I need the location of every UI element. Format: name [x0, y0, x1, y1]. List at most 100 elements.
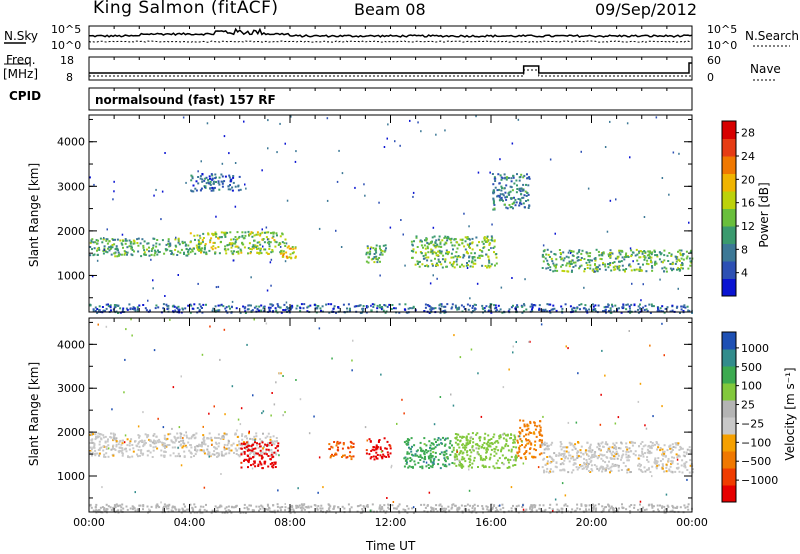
velocity-echo-cell-5 [479, 439, 481, 442]
power-echo-cell-4 [471, 256, 474, 259]
velocity-echo-cell-6 [529, 447, 532, 450]
power-echo-cell-4 [416, 246, 419, 248]
velocity-echo-cell-6 [517, 454, 520, 457]
power-echo-cell-8 [618, 307, 620, 310]
velocity-echo-cell-1 [264, 443, 267, 446]
power-echo-cell-8 [443, 311, 446, 314]
velocity-echo-cell-3 [375, 444, 378, 447]
power-echo-cell-0 [177, 240, 180, 243]
velocity-noise-cell [299, 398, 302, 401]
power-echo-cell-1 [211, 248, 214, 251]
power-echo-cell-1 [224, 249, 227, 252]
velocity-echo-cell-7 [580, 465, 582, 468]
velocity-echo-cell-8 [538, 504, 541, 507]
velocity-echo-cell-0 [190, 451, 192, 454]
velocity-echo-cell-7 [649, 441, 652, 443]
velocity-noise-cell [208, 412, 210, 415]
velocity-echo-cell-8 [423, 510, 426, 513]
velocity-echo-cell-7 [659, 460, 662, 462]
power-echo-cell-1 [243, 246, 246, 249]
velocity-echo-cell-7 [683, 455, 686, 458]
velocity-echo-cell-1 [256, 452, 259, 455]
velocity-echo-cell-7 [672, 446, 675, 448]
velocity-echo-cell-7 [567, 451, 570, 454]
velocity-echo-cell-0 [131, 444, 134, 446]
velocity-echo-cell-8 [253, 509, 255, 512]
power-echo-cell-8 [586, 311, 589, 314]
power-echo-cell-2 [290, 256, 293, 259]
power-noise-cell [244, 183, 246, 186]
velocity-echo-cell-4 [436, 439, 439, 442]
power-echo-cell-8 [444, 309, 447, 312]
power-echo-cell-8 [327, 303, 330, 306]
power-echo-cell-8 [359, 311, 362, 314]
power-echo-cell-1 [231, 242, 234, 245]
power-noise-cell [593, 270, 596, 273]
power-noise-cell [444, 129, 446, 132]
velocity-echo-cell-7 [643, 466, 646, 469]
power-echo-cell-4 [479, 249, 481, 251]
power-noise-cell [250, 276, 252, 279]
velocity-echo-cell-7 [629, 471, 632, 473]
velocity-echo-cell-3 [383, 455, 386, 458]
power-echo-cell-0 [131, 249, 134, 251]
power-echo-cell-7 [200, 187, 203, 190]
velocity-echo-cell-5 [506, 466, 509, 469]
velocity-echo-cell-7 [634, 450, 637, 453]
velocity-echo-cell-7 [617, 464, 620, 467]
power-echo-cell-8 [211, 309, 214, 312]
velocity-echo-cell-8 [639, 508, 642, 511]
velocity-echo-cell-7 [673, 456, 676, 459]
power-echo-cell-3 [379, 249, 382, 251]
velocity-echo-cell-6 [525, 450, 528, 452]
velocity-echo-cell-7 [546, 462, 549, 465]
velocity-echo-cell-0 [143, 443, 146, 446]
velocity-echo-cell-7 [659, 447, 662, 449]
velocity-echo-cell-7 [567, 471, 570, 474]
power-echo-cell-6 [616, 257, 619, 260]
power-echo-cell-2 [292, 251, 295, 254]
velocity-echo-cell-7 [603, 454, 606, 457]
power-echo-cell-8 [144, 307, 147, 310]
power-echo-cell-1 [279, 252, 282, 255]
power-noise-cell [672, 267, 674, 270]
velocity-echo-cell-5 [483, 436, 486, 439]
power-echo-cell-6 [554, 266, 557, 269]
power-echo-cell-8 [105, 303, 108, 306]
velocity-echo-cell-1 [243, 442, 246, 445]
power-echo-cell-6 [567, 256, 570, 259]
power-colorbar-tick-label: 8 [741, 243, 748, 256]
power-echo-cell-5 [520, 203, 523, 206]
velocity-echo-cell-1 [245, 441, 248, 444]
power-noise-cell [160, 218, 162, 221]
velocity-echo-cell-6 [540, 452, 543, 455]
velocity-echo-cell-5 [472, 437, 474, 440]
power-echo-cell-8 [155, 304, 158, 307]
velocity-echo-cell-5 [498, 457, 501, 460]
velocity-echo-cell-8 [605, 506, 607, 508]
velocity-echo-cell-8 [531, 510, 534, 512]
power-echo-cell-0 [124, 252, 127, 255]
power-echo-cell-6 [602, 263, 604, 266]
power-echo-cell-4 [495, 256, 498, 259]
power-echo-cell-8 [251, 309, 254, 312]
power-echo-cell-0 [143, 240, 146, 243]
velocity-echo-cell-1 [254, 465, 257, 468]
power-echo-cell-8 [119, 311, 122, 314]
velocity-echo-cell-7 [565, 455, 567, 458]
velocity-echo-cell-4 [428, 440, 431, 443]
velocity-echo-cell-4 [406, 461, 408, 464]
velocity-echo-cell-8 [96, 509, 99, 512]
power-echo-cell-8 [531, 308, 533, 311]
power-echo-cell-7 [197, 182, 200, 185]
velocity-echo-cell-0 [118, 449, 121, 452]
power-echo-cell-4 [438, 235, 441, 238]
power-echo-cell-5 [519, 190, 522, 193]
velocity-echo-cell-8 [94, 505, 97, 508]
velocity-echo-cell-4 [421, 465, 424, 468]
velocity-echo-cell-8 [378, 507, 381, 510]
power-echo-cell-0 [96, 247, 99, 250]
velocity-echo-cell-0 [89, 451, 91, 454]
velocity-echo-cell-0 [164, 451, 167, 453]
power-echo-cell-2 [291, 246, 294, 248]
